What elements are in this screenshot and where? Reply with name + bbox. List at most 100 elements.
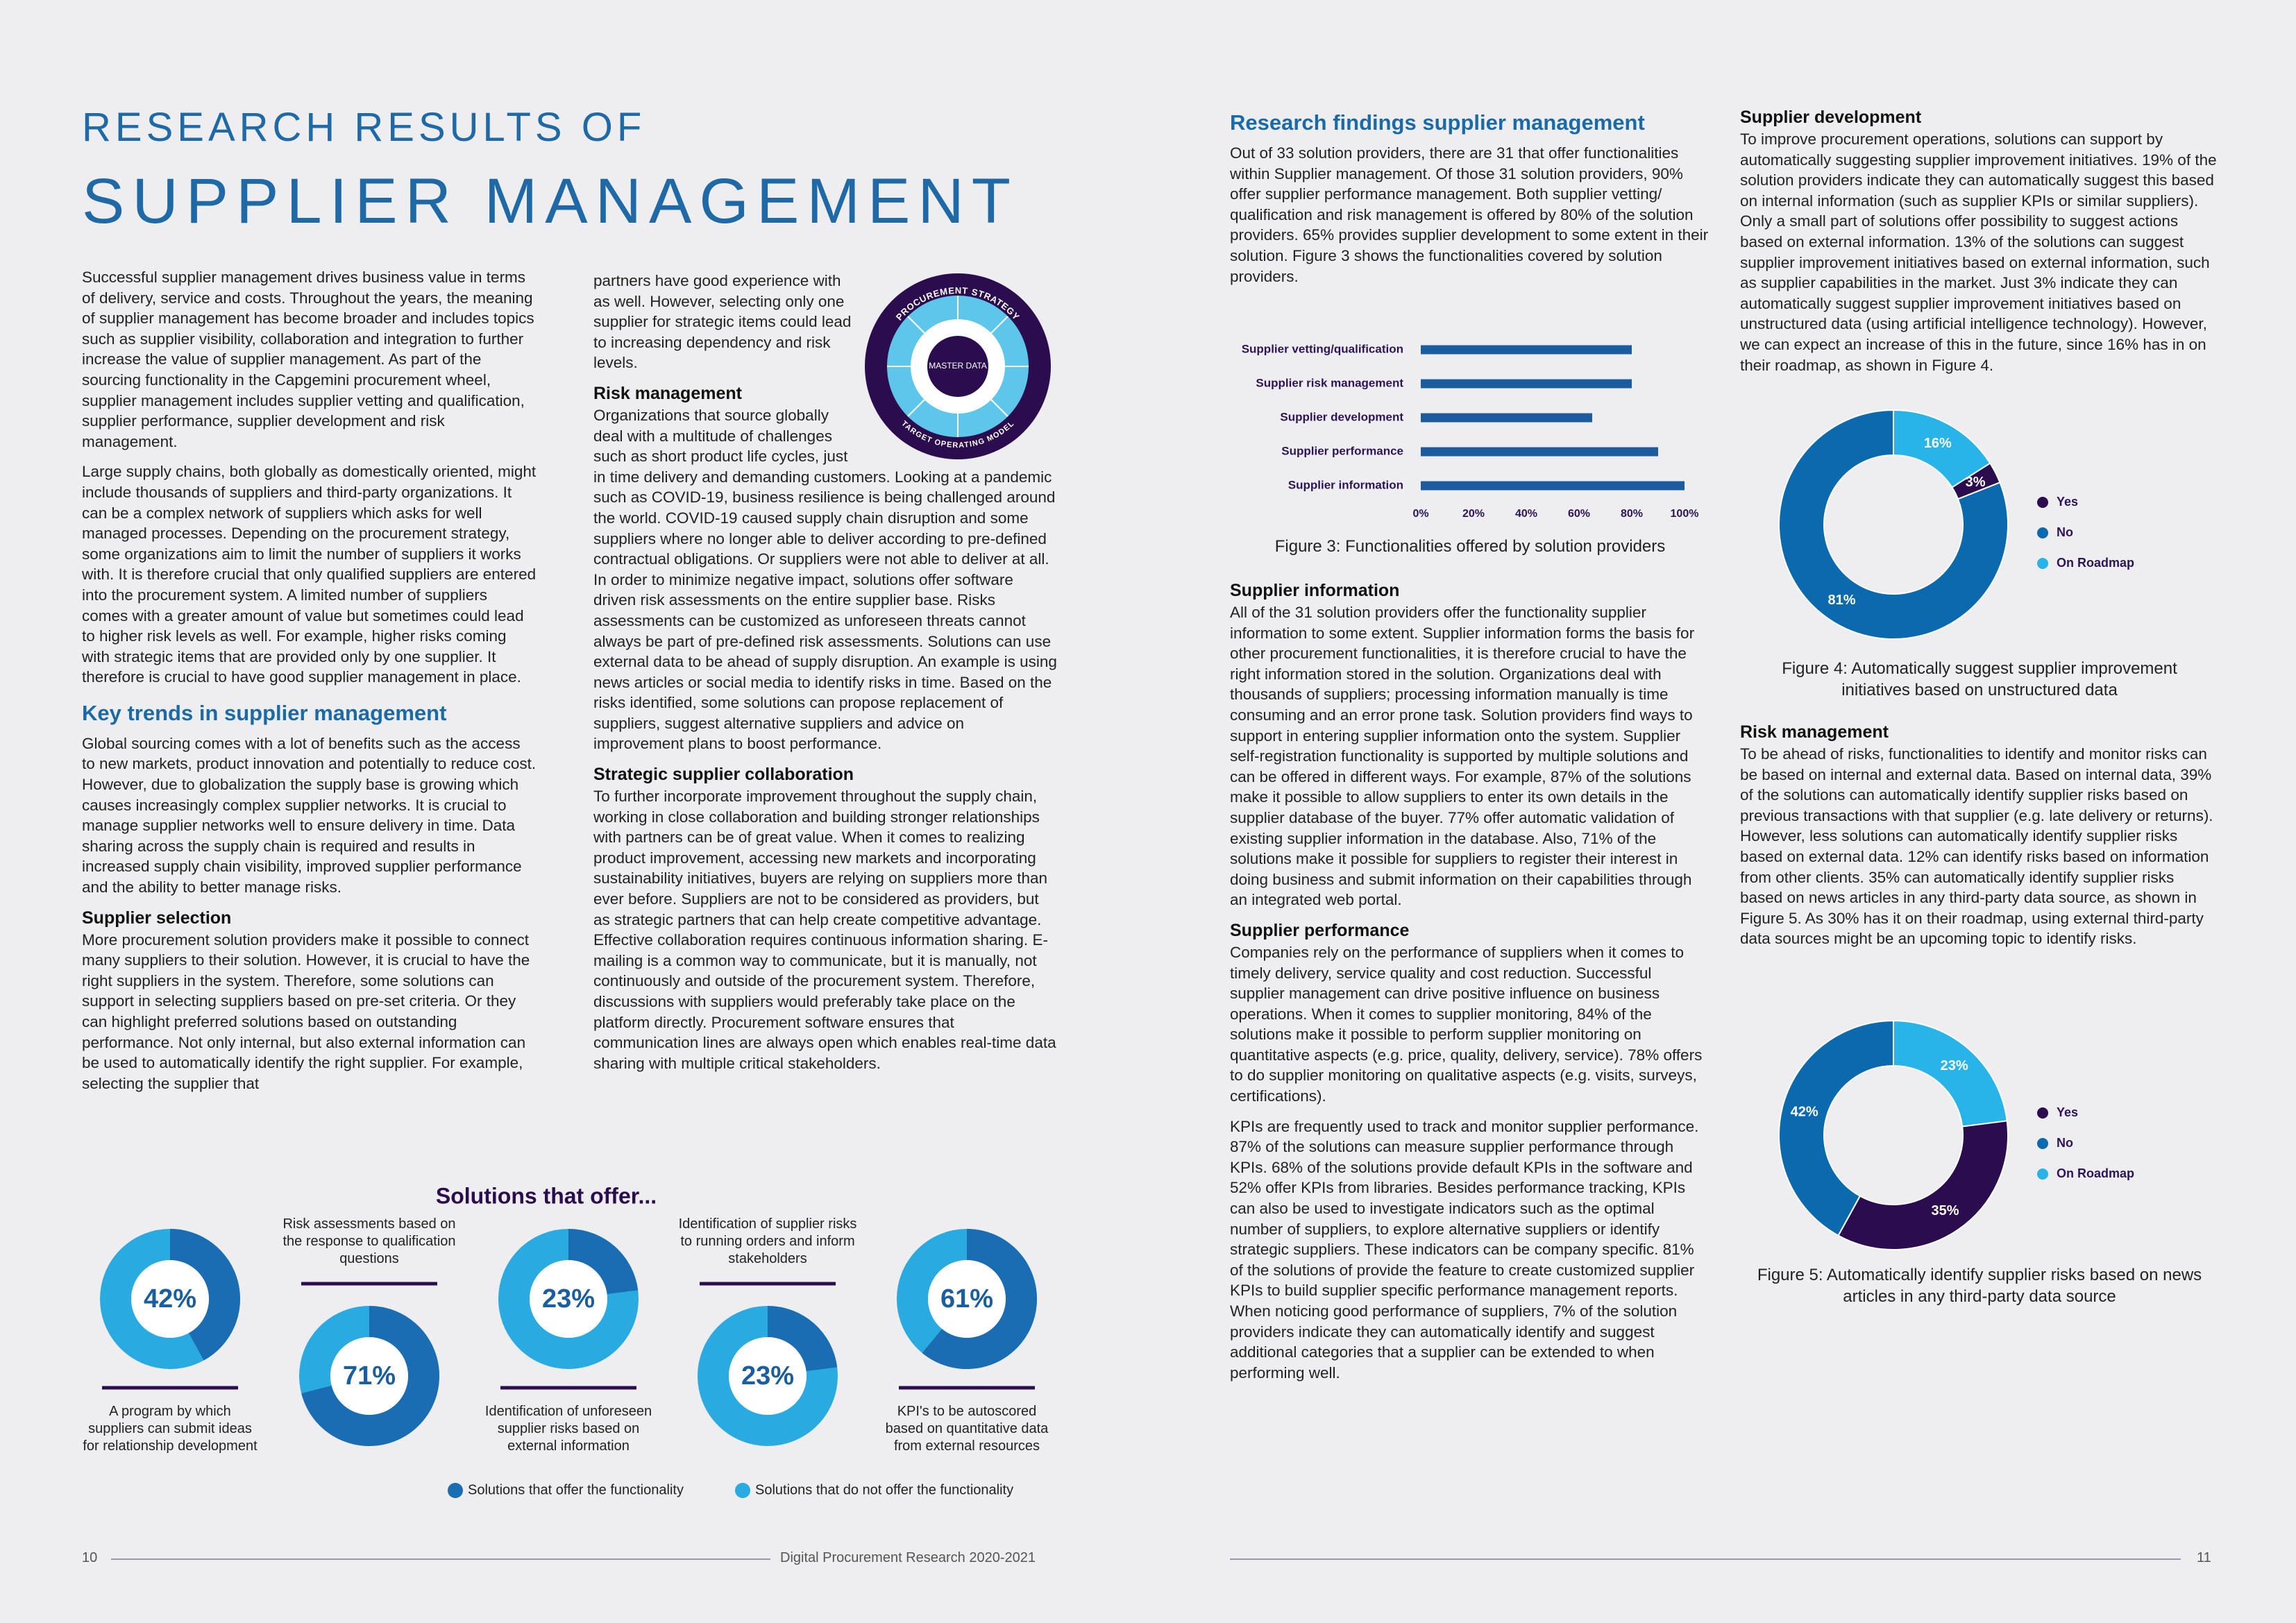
- value-label: 3%: [1966, 475, 1986, 490]
- page-number: 10: [82, 1550, 98, 1565]
- category-label: Supplier performance: [1281, 444, 1403, 457]
- category-label: Supplier vetting/qualification: [1242, 342, 1403, 355]
- legend-label: Yes: [2057, 1105, 2078, 1119]
- heading: Strategic supplier collaboration: [593, 765, 854, 785]
- paragraph: KPIs are frequently used to track and mo…: [1230, 1117, 1699, 1382]
- column: Supplier development To improve procureme…: [1740, 104, 2218, 385]
- heading: Supplier performance: [1230, 920, 1410, 940]
- donut-slice: [922, 1229, 1037, 1369]
- pie-slice: [1893, 1019, 2008, 1128]
- donut-caption: Risk assessments based on the response t…: [282, 1216, 456, 1266]
- category-label: Supplier information: [1288, 478, 1403, 491]
- value-label: 42%: [144, 1284, 196, 1314]
- donut-slice: [568, 1229, 639, 1294]
- heading: Risk management: [1740, 722, 1889, 742]
- wheel-dividers: [887, 296, 1029, 437]
- donut-hole: [729, 1337, 807, 1415]
- wheel-core: [927, 336, 988, 397]
- donut-caption: Identification of unforeseen supplier ri…: [484, 1404, 652, 1454]
- paragraph: All of the 31 solution providers offer t…: [1230, 604, 1695, 909]
- value-label: 81%: [1828, 593, 1856, 608]
- legend-label: On Roadmap: [2057, 1166, 2134, 1180]
- donut-chart: 23% 35% 42% Yes No On Roadmap: [1778, 1019, 2134, 1250]
- value-label: 23%: [1941, 1058, 1968, 1073]
- bar-chart: Supplier vetting/qualification Supplier r…: [1242, 342, 1699, 520]
- pie-slice: [1778, 1019, 1894, 1237]
- paragraph: Companies rely on the performance of sup…: [1230, 943, 1703, 1105]
- value-label: 35%: [1931, 1203, 1959, 1218]
- category-label: Supplier development: [1280, 410, 1403, 423]
- paragraph: Out of 33 solution providers, there are …: [1230, 144, 1709, 285]
- column: Supplier information All of the 31 soluti…: [1230, 577, 1709, 1393]
- paragraph: Successful supplier management drives bu…: [82, 269, 534, 450]
- donut-slice: [170, 1229, 240, 1361]
- legend-label: No: [2057, 525, 2073, 539]
- legend-swatch: [2037, 558, 2048, 569]
- paragraph: partners have good experience with as we…: [593, 272, 852, 372]
- pie-slice: [1778, 409, 2009, 640]
- section-title: Research findings supplier management: [1230, 110, 1645, 135]
- legend-swatch: [2037, 1107, 2048, 1119]
- legend-label: Solutions that do not offer the function…: [755, 1482, 1013, 1497]
- column: Successful supplier management drives bu…: [82, 267, 537, 1103]
- donut-hole: [928, 1260, 1006, 1338]
- paragraph: More procurement solution providers make…: [82, 931, 530, 1092]
- x-tick-label: 60%: [1568, 508, 1590, 520]
- column: Research findings supplier management Out…: [1230, 97, 1709, 296]
- category-label: Supplier risk management: [1256, 376, 1403, 389]
- paragraph: To further incorporate improvement throu…: [593, 788, 1056, 1072]
- legend-swatch: [2037, 527, 2048, 538]
- x-tick-label: 20%: [1462, 508, 1485, 520]
- legend-swatch: [735, 1483, 750, 1498]
- value-label: 71%: [343, 1361, 396, 1391]
- bar: [1421, 345, 1632, 355]
- page-number: 11: [2197, 1550, 2211, 1565]
- heading: Supplier development: [1740, 108, 1922, 127]
- figure-caption: Figure 4: Automatically suggest supplier…: [1782, 659, 2177, 699]
- donut-hole: [131, 1260, 209, 1338]
- paragraph: Global sourcing comes with a lot of bene…: [82, 734, 537, 897]
- value-label: 23%: [542, 1284, 595, 1314]
- value-label: 42%: [1791, 1104, 1818, 1119]
- donut-chart: 16% 3% 81% Yes No On Roadmap: [1778, 409, 2134, 640]
- paragraph: Organizations that source globally deal …: [593, 406, 1057, 753]
- donut-hole: [530, 1260, 607, 1338]
- column: Risk management To be ahead of risks, fun…: [1740, 719, 2218, 959]
- figure-caption: Figure 5: Automatically identify supplie…: [1757, 1266, 2202, 1306]
- legend-swatch: [2037, 497, 2048, 508]
- footer-title: Digital Procurement Research 2020-2021: [780, 1550, 1036, 1565]
- paragraph: Large supply chains, both globally as do…: [82, 463, 537, 686]
- donut-slice: [768, 1306, 838, 1371]
- x-tick-label: 40%: [1515, 508, 1537, 520]
- column: PROCUREMENT STRATEGY MASTER DATA TARGET …: [593, 271, 1057, 1083]
- pie-slice: [1837, 1120, 2009, 1250]
- donut-chart: Solutions that offer... 42% 71% 23% 23% 61% So…: [100, 1183, 1037, 1498]
- figure-caption: Figure 3: Functionalities offered by sol…: [1274, 537, 1666, 556]
- bar: [1421, 413, 1592, 423]
- chart-title: Solutions that offer...: [436, 1183, 657, 1208]
- procurement-wheel: PROCUREMENT STRATEGY MASTER DATA TARGET …: [865, 273, 1051, 459]
- value-label: 16%: [1924, 436, 1952, 451]
- footer-rule: [1230, 1558, 2181, 1560]
- legend-swatch: [448, 1483, 463, 1498]
- paragraph: To improve procurement operations, solut…: [1740, 130, 2217, 374]
- x-tick-label: 100%: [1671, 508, 1699, 520]
- donut-hole: [330, 1337, 408, 1415]
- legend-label: On Roadmap: [2057, 556, 2134, 570]
- x-tick-label: 0%: [1412, 508, 1428, 520]
- value-label: 61%: [940, 1284, 993, 1314]
- solutions-graphic: Solutions that offer... 42% 71% 23% 23% 61% So…: [69, 1180, 1097, 1513]
- heading: Supplier selection: [82, 908, 232, 928]
- donut-caption: A program by which suppliers can submit …: [83, 1404, 258, 1454]
- heading: Supplier information: [1230, 581, 1400, 600]
- bar: [1421, 379, 1632, 389]
- footer-rule: [111, 1558, 770, 1560]
- legend-label: Solutions that offer the functionality: [468, 1482, 684, 1497]
- heading: Risk management: [593, 383, 742, 403]
- bar: [1421, 481, 1685, 491]
- title-line: SUPPLIER MANAGEMENT: [82, 166, 1018, 237]
- wheel-center: MASTER DATA: [929, 361, 987, 371]
- legend-label: No: [2057, 1136, 2073, 1150]
- bar: [1421, 447, 1658, 457]
- donut-slice: [301, 1306, 439, 1446]
